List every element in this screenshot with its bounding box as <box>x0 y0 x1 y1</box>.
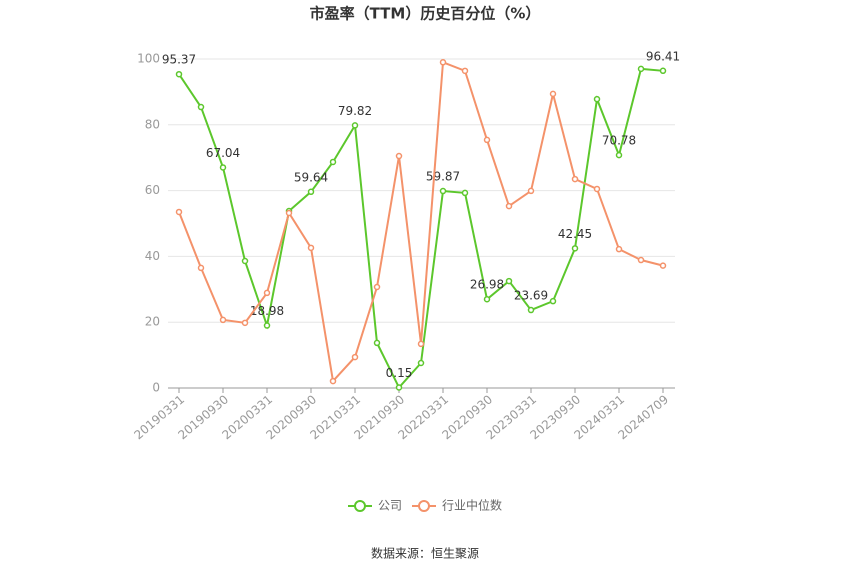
data-point <box>395 152 403 160</box>
data-label: 26.98 <box>470 278 504 292</box>
data-point <box>175 208 183 216</box>
data-point <box>175 70 183 78</box>
data-point <box>351 353 359 361</box>
y-tick-label: 40 <box>145 249 160 263</box>
data-point <box>307 244 315 252</box>
data-point <box>263 322 271 329</box>
data-point <box>461 67 469 75</box>
data-point <box>439 187 447 195</box>
data-point <box>659 262 667 269</box>
data-point <box>483 136 491 144</box>
legend-marker <box>354 500 366 512</box>
data-label: 70.78 <box>602 134 636 148</box>
data-point <box>571 175 579 183</box>
data-point <box>351 122 359 129</box>
data-label: 96.41 <box>646 49 680 63</box>
data-label: 23.69 <box>514 289 548 303</box>
data-point <box>307 188 315 196</box>
y-tick-label: 0 <box>152 381 160 395</box>
legend-label: 公司 <box>378 499 402 513</box>
data-point <box>329 377 337 385</box>
data-label: 18.98 <box>250 304 284 318</box>
data-point <box>505 202 513 210</box>
data-point <box>549 297 557 305</box>
y-tick-label: 60 <box>145 183 160 197</box>
legend-label: 行业中位数 <box>442 498 502 513</box>
data-point <box>263 289 271 297</box>
data-point <box>197 103 205 111</box>
data-point <box>417 340 425 348</box>
data-label: 59.64 <box>294 170 328 184</box>
legend-marker <box>418 500 430 512</box>
data-point <box>593 185 601 193</box>
data-point <box>527 306 535 314</box>
data-point <box>439 59 447 66</box>
data-point <box>659 67 667 75</box>
series-line <box>178 60 664 384</box>
data-point <box>637 65 645 73</box>
data-point <box>241 319 249 327</box>
data-point <box>329 158 337 166</box>
data-label: 42.45 <box>558 227 592 241</box>
data-point <box>571 245 579 252</box>
data-point <box>197 264 205 272</box>
data-point <box>615 151 623 159</box>
data-point <box>219 164 227 171</box>
data-point <box>373 339 381 347</box>
data-label: 95.37 <box>162 53 196 67</box>
data-point <box>241 257 249 265</box>
data-point <box>505 277 513 285</box>
data-point <box>417 359 425 367</box>
data-point <box>637 256 645 264</box>
chart-title: 市盈率（TTM）历史百分位（%） <box>310 5 541 23</box>
y-tick-label: 20 <box>145 315 160 329</box>
data-point <box>615 245 623 253</box>
data-label: 79.82 <box>338 104 372 118</box>
data-label: 59.87 <box>426 170 460 184</box>
y-tick-label: 100 <box>137 52 160 66</box>
data-point <box>395 384 403 391</box>
data-point <box>461 189 469 197</box>
data-label: 0.15 <box>386 366 413 380</box>
data-point <box>373 283 381 291</box>
data-label: 67.04 <box>206 146 240 160</box>
y-tick-label: 80 <box>145 117 160 131</box>
data-point <box>549 90 557 98</box>
data-point <box>219 316 227 324</box>
data-point <box>527 187 535 195</box>
source-note: 数据来源：恒生聚源 <box>371 546 479 561</box>
data-point <box>285 209 293 217</box>
data-point <box>593 95 601 103</box>
data-point <box>483 295 491 303</box>
